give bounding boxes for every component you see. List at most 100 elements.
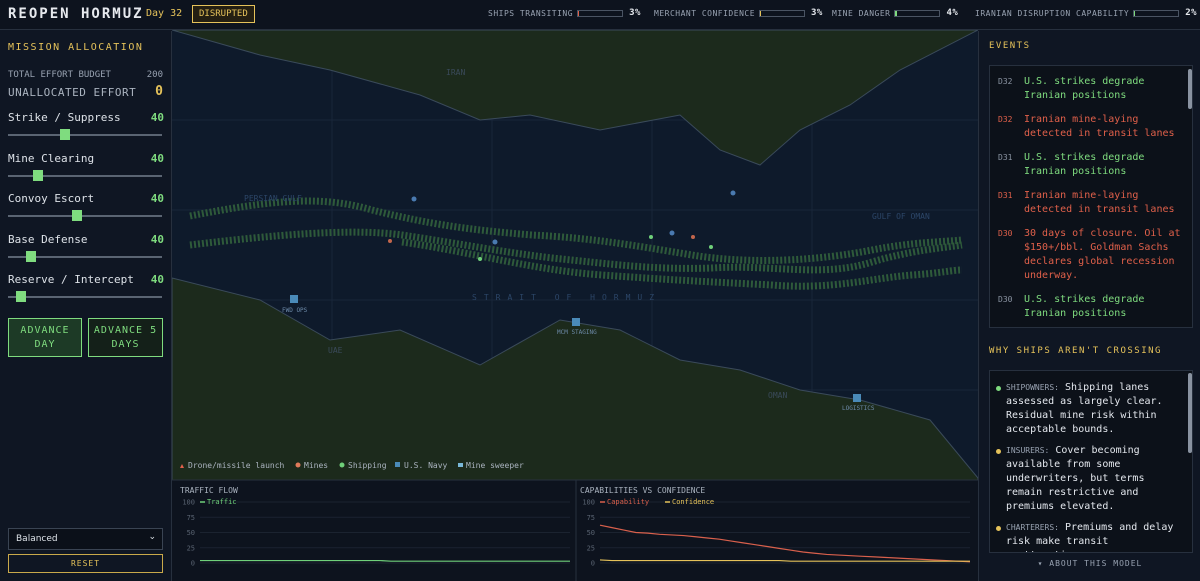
day: Day 32	[146, 8, 183, 19]
why-list: SHIPOWNERS: Shipping lanes assessed as l…	[989, 370, 1193, 553]
unallocated-label: UNALLOCATED EFFORT	[8, 86, 137, 99]
metric-label: IRANIAN DISRUPTION CAPABILITY	[975, 8, 1130, 18]
event-day: D30	[998, 229, 1013, 238]
event-day: D32	[998, 77, 1013, 86]
reset[interactable]: RESET	[8, 554, 163, 573]
y-tick-label: 0	[191, 560, 195, 568]
y-tick-label: 50	[587, 529, 595, 537]
map-markers	[290, 190, 861, 402]
slider-label: Reserve / Intercept	[8, 273, 134, 286]
legend-label: U.S. Navy	[404, 461, 448, 470]
metric: MERCHANT CONFIDENCE 3%	[654, 8, 823, 18]
region-label: UAE	[328, 346, 343, 355]
reason-dot	[996, 386, 1001, 391]
reason: SHIPOWNERS: Shipping lanes assessed as l…	[996, 381, 1184, 437]
event-day: D31	[998, 191, 1013, 200]
region-label: IRAN	[446, 68, 465, 77]
slider: Convoy Escort 40	[8, 192, 164, 222]
slider-track	[8, 174, 162, 177]
slider-track	[8, 215, 162, 217]
metric-fill	[895, 10, 898, 16]
y-tick-label: 100	[582, 499, 595, 507]
slider: Strike / Suppress 40	[8, 111, 164, 141]
event: D30 U.S. strikes degrade Iranian position…	[998, 290, 1184, 324]
about-link[interactable]: ▾ ABOUT THIS MODEL	[1037, 559, 1143, 568]
slider-label: Base Defense	[8, 232, 88, 246]
metric-bar	[759, 9, 806, 17]
y-tick-label: 100	[182, 499, 195, 507]
left-panel: MISSION ALLOCATION TOTAL EFFORT BUDGET 2…	[0, 31, 172, 581]
iran-land	[172, 30, 978, 166]
advance-day[interactable]: ADVANCE DAY	[8, 318, 82, 357]
event: D31 U.S. strikes degrade Iranian position…	[998, 148, 1184, 182]
metric-fill	[578, 10, 580, 16]
reason-dot	[996, 449, 1001, 454]
legend-label: Mines	[304, 461, 328, 470]
legend-label: Confidence	[672, 498, 714, 506]
slider-value: 40	[150, 232, 164, 246]
slider: Mine Clearing 40	[8, 152, 164, 182]
chevron: ⌄	[148, 532, 156, 542]
event-text: Iranian mine-laying detected in transit …	[1024, 114, 1175, 139]
region-label: OMAN	[768, 391, 787, 400]
slider-value: 40	[150, 273, 164, 286]
metric-value: 4%	[946, 8, 959, 18]
region-label: PERSIAN GULF	[244, 194, 302, 203]
slider-label: Mine Clearing	[8, 151, 95, 165]
preset-select[interactable]: Balanced ⌄	[8, 528, 163, 550]
reason: INSURERS: Cover becoming available from …	[996, 444, 1184, 514]
reason-text: Premiums and delay risk make transit una…	[1006, 522, 1174, 552]
base-label: LOGISTICS	[842, 405, 875, 412]
metric: MINE DANGER 4%	[832, 8, 958, 18]
scrollbar	[1188, 69, 1192, 109]
y-tick-label: 25	[587, 544, 595, 552]
charts: TRAFFIC FLOW 0 25 50 75 100 Traffic CAPABILITIE…	[180, 486, 971, 568]
unallocated: 0	[155, 84, 163, 99]
reason-dot	[996, 526, 1001, 531]
line-series	[599, 524, 971, 563]
reason-label: SHIPOWNERS:	[1006, 383, 1059, 392]
legend-label: Capability	[607, 498, 649, 506]
y-tick-label: 0	[591, 560, 595, 568]
metric-label: MINE DANGER	[832, 8, 891, 18]
metric-value: 2%	[1185, 8, 1198, 18]
reason-text: Cover becoming available from some under…	[1006, 445, 1145, 512]
scrollbar	[1188, 373, 1192, 453]
event: D31 Iranian mine-laying detected in trans…	[998, 186, 1184, 220]
event: D32 U.S. strikes degrade Iranian position…	[998, 72, 1184, 106]
metric-fill	[1134, 10, 1136, 16]
region-label: GULF OF OMAN	[872, 212, 930, 221]
map-labels: IRAN PERSIAN GULF GULF OF OMAN STRAIT OF…	[244, 68, 930, 412]
slider-label: Convoy Escort	[8, 192, 95, 205]
metric-bar	[1133, 9, 1180, 17]
slider: Reserve / Intercept 40	[8, 273, 164, 303]
slider-thumb	[26, 250, 36, 262]
reason-body: INSURERS: Cover becoming available from …	[1006, 444, 1184, 514]
y-tick-label: 75	[587, 514, 595, 522]
slider-track	[8, 134, 162, 136]
map: IRAN PERSIAN GULF GULF OF OMAN STRAIT OF…	[172, 30, 978, 581]
budget: 200	[146, 70, 163, 80]
reason: CHARTERERS: Premiums and delay risk make…	[996, 521, 1184, 552]
slider-value: 40	[150, 151, 164, 165]
why-title: WHY SHIPS AREN'T CROSSING	[989, 346, 1162, 356]
map-legend: Drone/missile launch Mines Shipping U.S.…	[180, 461, 524, 470]
reason-body: CHARTERERS: Premiums and delay risk make…	[1006, 521, 1184, 552]
metric-label: SHIPS TRANSITING	[488, 8, 574, 18]
advance-5-days[interactable]: ADVANCE 5 DAYS	[88, 318, 163, 357]
chart-title: CAPABILITIES VS CONFIDENCE	[580, 486, 705, 495]
event-day: D32	[998, 115, 1013, 124]
reason-label: INSURERS:	[1006, 446, 1050, 455]
legend-label: Shipping	[348, 461, 387, 470]
reason-text: Shipping lanes assessed as largely clear…	[1006, 382, 1163, 435]
slider-track	[8, 255, 162, 258]
legend-label: Traffic	[207, 498, 237, 506]
y-tick-label: 75	[187, 514, 195, 522]
status-badge: DISRUPTED	[192, 5, 255, 23]
top-bar: REOPEN HORMUZ Day 32 DISRUPTED SHIPS TRA…	[0, 0, 1200, 30]
charts-bg	[172, 480, 978, 581]
slider: Base Defense 40	[8, 233, 164, 263]
line-series	[200, 559, 570, 562]
events-list: D32 U.S. strikes degrade Iranian position…	[989, 65, 1193, 328]
